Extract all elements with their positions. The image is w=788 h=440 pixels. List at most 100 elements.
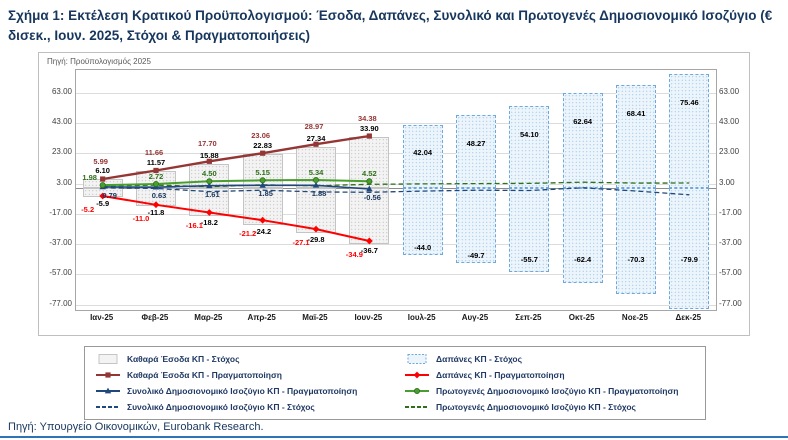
bar-net-revenue-target xyxy=(669,73,710,189)
bar-expenditure-target xyxy=(509,188,550,273)
legend-item: Δαπάνες ΚΠ - Πραγματοποίηση xyxy=(404,369,695,381)
triangle-marker xyxy=(259,181,266,188)
bar-value-label: 11.57 xyxy=(146,157,166,167)
bar-value-label: -49.7 xyxy=(467,251,485,261)
line-value-label: 0.63 xyxy=(151,191,167,201)
line-expenditure-realization xyxy=(102,195,370,242)
bottom-rule xyxy=(0,436,788,438)
bar-net-revenue-target xyxy=(562,93,603,189)
legend-label: Συνολικό Δημοσιονομικό Ισοζύγιο ΚΠ - Πρα… xyxy=(127,386,358,396)
diamond-marker xyxy=(152,201,160,209)
bar-expenditure-target xyxy=(296,188,336,234)
page-source-note: Πηγή: Υπουργείο Οικονομικών, Eurobank Re… xyxy=(8,421,264,433)
data-labels-layer: 6.10 11.57 15.88 22.83 27.34 33.90 42.04 48.27 5… xyxy=(76,70,716,310)
line-value-label: 1.61 xyxy=(205,189,220,199)
triangle-marker xyxy=(366,185,373,192)
legend-marker xyxy=(105,372,111,378)
y-axis-tick-label: -57.00 xyxy=(719,268,742,278)
bar-expenditure-target xyxy=(616,188,656,295)
y-axis-tick-label: 3.00 xyxy=(56,177,72,187)
line-value-label: 1.88 xyxy=(311,189,327,199)
gridline xyxy=(76,153,716,155)
bar-value-label: -36.7 xyxy=(360,245,378,255)
x-axis-label: Μαϊ-25 xyxy=(302,313,328,322)
line-value-label: 34.38 xyxy=(357,114,377,124)
y-axis-tick-label: -57.00 xyxy=(49,268,72,278)
bar-net-revenue-target xyxy=(509,106,550,189)
x-axis-label: Μαρ-25 xyxy=(194,313,223,322)
bar-value-label: 54.10 xyxy=(519,130,539,140)
gridline xyxy=(76,213,716,215)
legend-item: Πρωτογενές Δημοσιονομικό Ισοζύγιο ΚΠ - Σ… xyxy=(404,401,695,413)
y-axis-tick-label: -17.00 xyxy=(49,207,72,217)
figure-title: Σχήμα 1: Εκτέλεση Κρατικού Προϋπολογισμο… xyxy=(8,8,773,44)
bar-value-label: -44.0 xyxy=(414,242,432,252)
gridline xyxy=(76,123,716,124)
bar-value-label: -11.8 xyxy=(147,207,165,217)
triangle-marker xyxy=(312,181,320,188)
diamond-marker xyxy=(205,209,213,216)
bar-value-label: 6.10 xyxy=(95,165,110,175)
square-marker xyxy=(260,150,266,156)
diamond-marker xyxy=(99,192,107,200)
bar-value-label: 22.83 xyxy=(253,140,273,150)
x-axis-label: Οκτ-25 xyxy=(568,313,595,322)
line-value-label: 5.34 xyxy=(308,168,324,178)
chart-source-note: Πηγή: Προϋπολογισμός 2025 xyxy=(47,57,151,66)
line-value-label: -21.2 xyxy=(239,229,257,239)
line-value-label: 4.52 xyxy=(362,169,377,179)
legend-item: Συνολικό Δημοσιονομικό Ισοζύγιο ΚΠ - Στό… xyxy=(95,401,386,413)
x-axis-label: Σεπ-25 xyxy=(515,313,542,322)
bar-gray-swatch-rect xyxy=(98,354,118,364)
legend-item: Δαπάνες ΚΠ - Στόχος xyxy=(404,353,695,365)
x-axis-label: Δεκ-25 xyxy=(675,313,702,322)
line-overall-balance-realization xyxy=(102,184,370,190)
bar-expenditure-target xyxy=(456,188,496,264)
bar-value-label: 15.88 xyxy=(199,151,219,161)
chart-box: Πηγή: Προϋπολογισμός 2025 6.10 11.57 15.88… xyxy=(38,52,750,336)
legend-swatch-green-dashed xyxy=(405,406,429,408)
legend-swatch-red-diamond xyxy=(405,371,429,379)
bar-expenditure-target xyxy=(669,188,710,310)
circle-marker xyxy=(259,177,266,184)
x-axis-label: Νοε-25 xyxy=(621,313,648,322)
gridline xyxy=(76,304,716,306)
legend-item: Συνολικό Δημοσιονομικό Ισοζύγιο ΚΠ - Πρα… xyxy=(95,385,386,397)
square-marker xyxy=(313,141,319,147)
circle-marker xyxy=(99,182,106,189)
bar-net-revenue-target xyxy=(402,124,443,189)
bar-value-label: -70.3 xyxy=(627,255,645,264)
line-value-label: 4.50 xyxy=(202,169,217,179)
legend-marker xyxy=(104,387,112,394)
x-axis-label: Ιουν-25 xyxy=(354,313,383,322)
y-axis-tick-label: 23.00 xyxy=(51,147,72,157)
gridline xyxy=(76,183,716,185)
line-value-label: -0.56 xyxy=(363,192,381,202)
line-value-label: -34.9 xyxy=(345,249,363,259)
line-value-label: -16.1 xyxy=(185,221,203,231)
line-value-label: 11.66 xyxy=(144,148,164,158)
x-axis-label: Φεβ-25 xyxy=(141,313,169,322)
bar-expenditure-target xyxy=(136,188,176,206)
line-overall-balance-target xyxy=(102,187,690,196)
legend-label: Καθαρά Έσοδα ΚΠ - Στόχος xyxy=(127,354,240,364)
bar-value-label: 75.46 xyxy=(679,97,699,107)
y-axis-tick-label: -37.00 xyxy=(719,238,742,248)
legend-label: Συνολικό Δημοσιονομικό Ισοζύγιο ΚΠ - Στό… xyxy=(127,402,315,412)
bar-net-revenue-target xyxy=(456,115,496,189)
x-axis-label: Απρ-25 xyxy=(247,313,276,322)
bar-value-label: 42.04 xyxy=(413,148,433,158)
x-axis-label: Αυγ-25 xyxy=(461,313,489,322)
diamond-marker xyxy=(365,237,373,245)
y-axis-tick-label: -37.00 xyxy=(49,238,72,248)
gridline-layer xyxy=(76,70,716,310)
legend-swatch-navy-triangle xyxy=(96,387,120,394)
bar-value-label: 62.64 xyxy=(573,117,593,127)
bar-value-label: 27.34 xyxy=(306,133,326,143)
gridline xyxy=(76,274,716,276)
bar-net-revenue-target xyxy=(616,84,656,189)
y-axis-tick-label: 63.00 xyxy=(719,86,740,96)
legend-item: Πρωτογενές Δημοσιονομικό Ισοζύγιο ΚΠ - Π… xyxy=(404,385,695,397)
bar-value-label: 68.41 xyxy=(626,108,646,118)
line-value-label: 0.79 xyxy=(102,190,117,200)
